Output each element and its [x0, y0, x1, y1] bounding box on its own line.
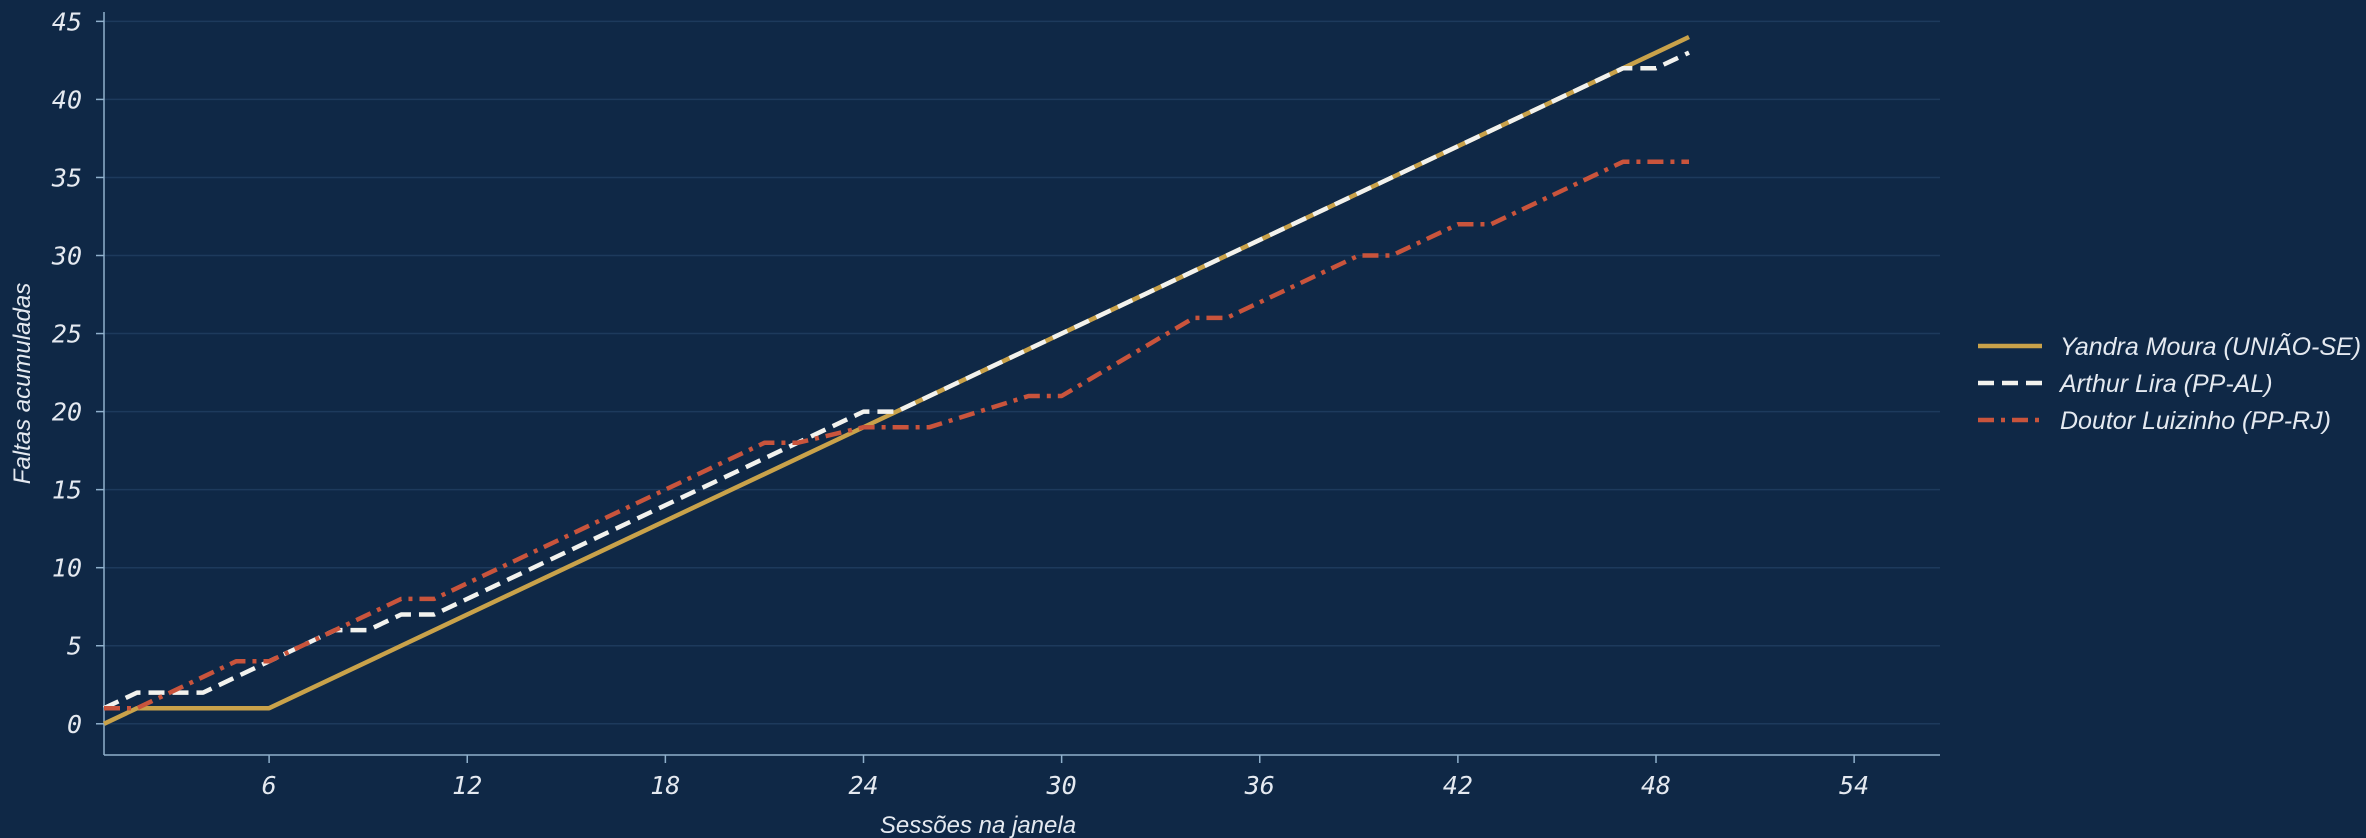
x-tick-label: 54 [1839, 771, 1869, 800]
x-tick-label: 48 [1641, 771, 1671, 800]
legend-label-3: Doutor Luizinho (PP-RJ) [2060, 407, 2331, 435]
series-line-2 [103, 50, 1690, 711]
x-tick-label: 42 [1443, 771, 1473, 800]
legend-label-1: Yandra Moura (UNIÃO-SE) [2060, 332, 2361, 361]
y-tick-label: 45 [52, 7, 82, 36]
y-tick-label: 0 [67, 710, 82, 739]
x-tick-label: 18 [650, 771, 680, 800]
y-tick-label: 30 [51, 242, 82, 271]
y-tick-label: 25 [52, 320, 82, 349]
x-tick-label: 12 [452, 771, 482, 800]
x-tick-label: 30 [1046, 771, 1077, 800]
x-tick-label: 36 [1244, 771, 1275, 800]
y-tick-label: 20 [52, 398, 82, 427]
y-tick-label: 10 [52, 554, 82, 583]
y-tick-label: 15 [52, 476, 82, 505]
y-axis-label: Faltas acumuladas [9, 283, 36, 484]
x-axis-label: Sessões na janela [880, 812, 1076, 838]
series-lines [103, 34, 1690, 726]
legend: Yandra Moura (UNIÃO-SE) Arthur Lira (PP-A… [1978, 332, 2361, 435]
y-tick-label: 40 [52, 85, 82, 114]
legend-label-2: Arthur Lira (PP-AL) [2058, 370, 2273, 398]
axes [96, 12, 1940, 763]
gridlines [104, 20, 1940, 725]
x-tick-label: 24 [848, 771, 878, 800]
y-tick-label: 5 [67, 632, 82, 661]
tick-labels: 0 5 10 15 20 25 30 35 40 45 6 12 18 24 30 36 42 48 54 [51, 7, 1869, 800]
y-tick-label: 35 [51, 163, 82, 192]
x-tick-label: 6 [262, 771, 277, 800]
